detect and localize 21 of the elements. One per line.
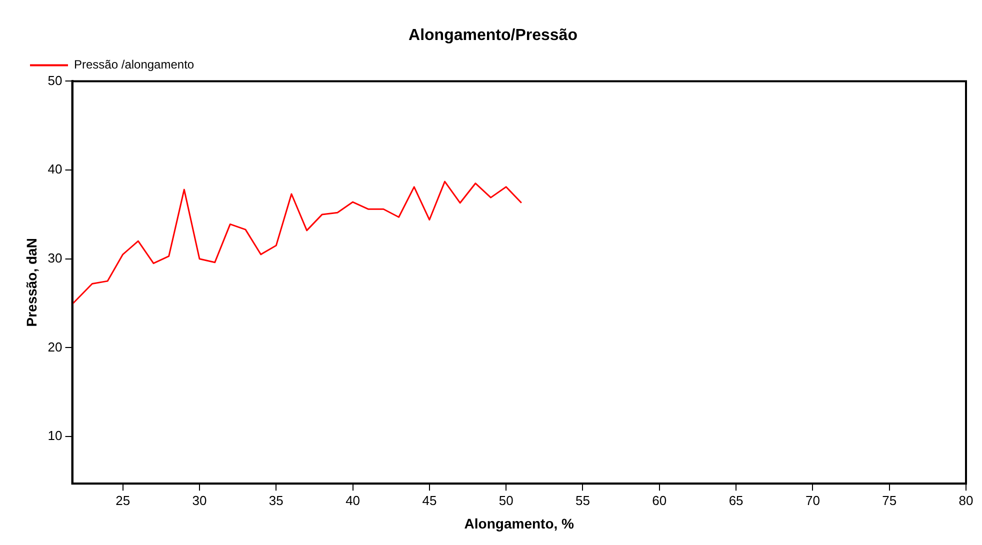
y-tick-label: 10: [48, 428, 62, 444]
x-tick-label: 30: [192, 492, 207, 508]
x-tick-label: 25: [116, 492, 130, 508]
y-tick-label: 30: [48, 250, 62, 266]
y-tick-label: 40: [48, 162, 62, 177]
y-tick-label: 20: [48, 339, 62, 354]
y-tick-label: 50: [48, 72, 62, 88]
chart-title: Alongamento/Pressão: [408, 27, 578, 44]
x-tick-label: 75: [882, 492, 897, 508]
x-tick-label: 50: [498, 492, 514, 508]
x-tick-label: 45: [422, 492, 437, 508]
y-axis-title: Pressão, daN: [23, 238, 40, 327]
x-tick-label: 70: [805, 492, 820, 508]
x-tick-label: 40: [346, 492, 360, 508]
x-tick-label: 65: [728, 492, 744, 508]
x-tick-label: 60: [652, 492, 667, 508]
x-tick-label: 35: [268, 492, 284, 508]
x-axis-title: Alongamento, %: [464, 515, 575, 532]
x-tick-label: 80: [958, 492, 974, 508]
x-tick-label: 55: [576, 492, 590, 508]
legend-label: Pressão /alongamento: [74, 58, 194, 72]
